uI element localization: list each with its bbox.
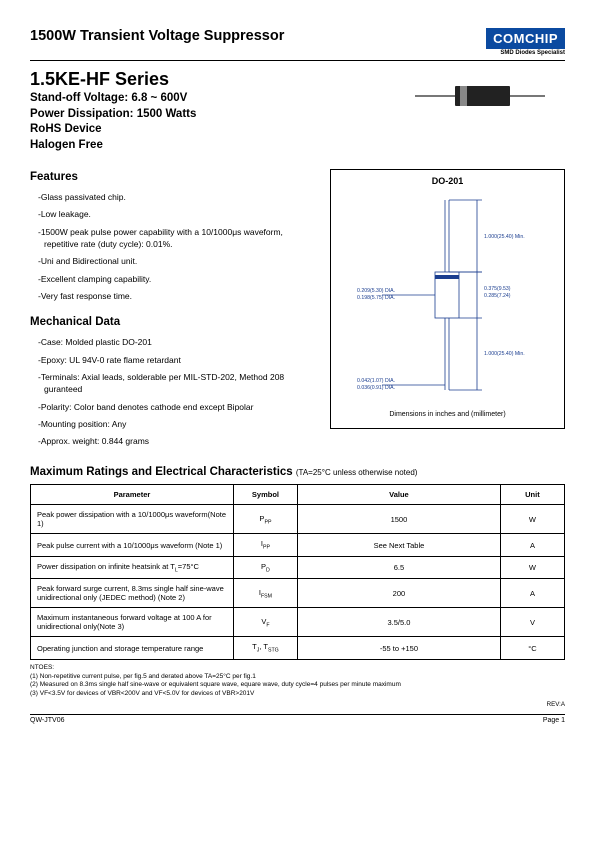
mech-item: -Terminals: Axial leads, solderable per …: [38, 371, 316, 396]
feature-item: -Excellent clamping capability.: [38, 273, 316, 285]
mech-item: -Case: Molded plastic DO-201: [38, 336, 316, 348]
table-row: Power dissipation on infinite heatsink a…: [31, 556, 565, 579]
cell-value: 6.5: [297, 556, 500, 579]
svg-text:0.285(7.24): 0.285(7.24): [484, 293, 511, 299]
ratings-table: Parameter Symbol Value Unit Peak power d…: [30, 484, 565, 660]
cell-value: 1500: [297, 505, 500, 534]
svg-text:0.209(5.30) DIA.: 0.209(5.30) DIA.: [357, 288, 395, 294]
svg-text:1.000(25.40) Min.: 1.000(25.40) Min.: [484, 351, 525, 357]
spec-line: RoHS Device: [30, 122, 565, 138]
mech-item: -Polarity: Color band denotes cathode en…: [38, 401, 316, 413]
mech-heading: Mechanical Data: [30, 316, 316, 328]
feature-item: -Very fast response time.: [38, 290, 316, 302]
table-row: Operating junction and storage temperatu…: [31, 637, 565, 660]
footer-left: QW-JTV06: [30, 717, 65, 724]
cell-unit: W: [500, 505, 564, 534]
col-value: Value: [297, 485, 500, 505]
cell-parameter: Peak forward surge current, 8.3ms single…: [31, 579, 234, 608]
svg-text:0.036(0.91) DIA.: 0.036(0.91) DIA.: [357, 385, 395, 391]
cell-unit: V: [500, 608, 564, 637]
note-line: (3) VF<3.5V for devices of VBR<200V and …: [30, 690, 565, 699]
note-line: (1) Non-repetitive current pulse, per fi…: [30, 673, 565, 682]
svg-text:1.000(25.40) Min.: 1.000(25.40) Min.: [484, 234, 525, 240]
logo-text: COMCHIP: [486, 28, 565, 49]
table-row: Peak forward surge current, 8.3ms single…: [31, 579, 565, 608]
cell-parameter: Peak pulse current with a 10/1000μs wave…: [31, 534, 234, 557]
cell-parameter: Maximum instantaneous forward voltage at…: [31, 608, 234, 637]
ratings-heading-text: Maximum Ratings and Electrical Character…: [30, 466, 293, 478]
table-header-row: Parameter Symbol Value Unit: [31, 485, 565, 505]
doc-title: 1500W Transient Voltage Suppressor: [30, 28, 284, 44]
cell-unit: A: [500, 579, 564, 608]
col-parameter: Parameter: [31, 485, 234, 505]
cell-symbol: VF: [233, 608, 297, 637]
cell-parameter: Operating junction and storage temperatu…: [31, 637, 234, 660]
logo-subtitle: SMD Diodes Specialist: [486, 50, 565, 56]
cell-value: See Next Table: [297, 534, 500, 557]
cell-value: -55 to +150: [297, 637, 500, 660]
table-row: Peak pulse current with a 10/1000μs wave…: [31, 534, 565, 557]
cell-unit: A: [500, 534, 564, 557]
svg-text:0.198(5.75) DIA.: 0.198(5.75) DIA.: [357, 295, 395, 301]
svg-text:0.042(1.07) DIA.: 0.042(1.07) DIA.: [357, 378, 395, 384]
col-symbol: Symbol: [233, 485, 297, 505]
header: 1500W Transient Voltage Suppressor COMCH…: [30, 28, 565, 61]
notes-block: NTOES: (1) Non-repetitive current pulse,…: [30, 664, 565, 699]
feature-item: -Glass passivated chip.: [38, 191, 316, 203]
cell-parameter: Peak power dissipation with a 10/1000μs …: [31, 505, 234, 534]
cell-symbol: PPP: [233, 505, 297, 534]
cell-symbol: TJ, TSTG: [233, 637, 297, 660]
notes-heading: NTOES:: [30, 664, 565, 673]
mech-item: -Mounting position: Any: [38, 418, 316, 430]
spec-line: Halogen Free: [30, 138, 565, 154]
table-row: Peak power dissipation with a 10/1000μs …: [31, 505, 565, 534]
feature-item: -Uni and Bidirectional unit.: [38, 255, 316, 267]
table-row: Maximum instantaneous forward voltage at…: [31, 608, 565, 637]
cell-symbol: PD: [233, 556, 297, 579]
cell-parameter: Power dissipation on infinite heatsink a…: [31, 556, 234, 579]
svg-text:0.375(9.53): 0.375(9.53): [484, 286, 511, 292]
cell-unit: °C: [500, 637, 564, 660]
note-line: (2) Measured on 8.3ms single half sine-w…: [30, 681, 565, 690]
package-drawing: 1.000(25.40) Min. 0.375(9.53) 0.285(7.24…: [337, 190, 558, 405]
footer-right: Page 1: [543, 717, 565, 724]
mech-item: -Epoxy: UL 94V-0 rate flame retardant: [38, 354, 316, 366]
cell-symbol: IFSM: [233, 579, 297, 608]
diode-image: [415, 72, 545, 120]
cell-value: 200: [297, 579, 500, 608]
features-heading: Features: [30, 171, 316, 183]
cell-value: 3.5/5.0: [297, 608, 500, 637]
cell-unit: W: [500, 556, 564, 579]
cell-symbol: IPP: [233, 534, 297, 557]
mech-item: -Approx. weight: 0.844 grams: [38, 435, 316, 447]
package-title: DO-201: [337, 176, 558, 186]
mech-list: -Case: Molded plastic DO-201 -Epoxy: UL …: [30, 336, 316, 447]
revision: REV:A: [30, 701, 565, 708]
features-list: -Glass passivated chip. -Low leakage. -1…: [30, 191, 316, 302]
ratings-heading: Maximum Ratings and Electrical Character…: [30, 466, 565, 478]
package-dim-note: Dimensions in inches and (millimeter): [337, 411, 558, 418]
logo-block: COMCHIP SMD Diodes Specialist: [486, 28, 565, 56]
col-unit: Unit: [500, 485, 564, 505]
footer: QW-JTV06 Page 1: [30, 714, 565, 724]
feature-item: -Low leakage.: [38, 208, 316, 220]
ratings-sub: (TA=25°C unless otherwise noted): [296, 468, 418, 477]
feature-item: -1500W peak pulse power capability with …: [38, 226, 316, 251]
package-outline: DO-201 1.000(25.40) Min.: [330, 169, 565, 429]
